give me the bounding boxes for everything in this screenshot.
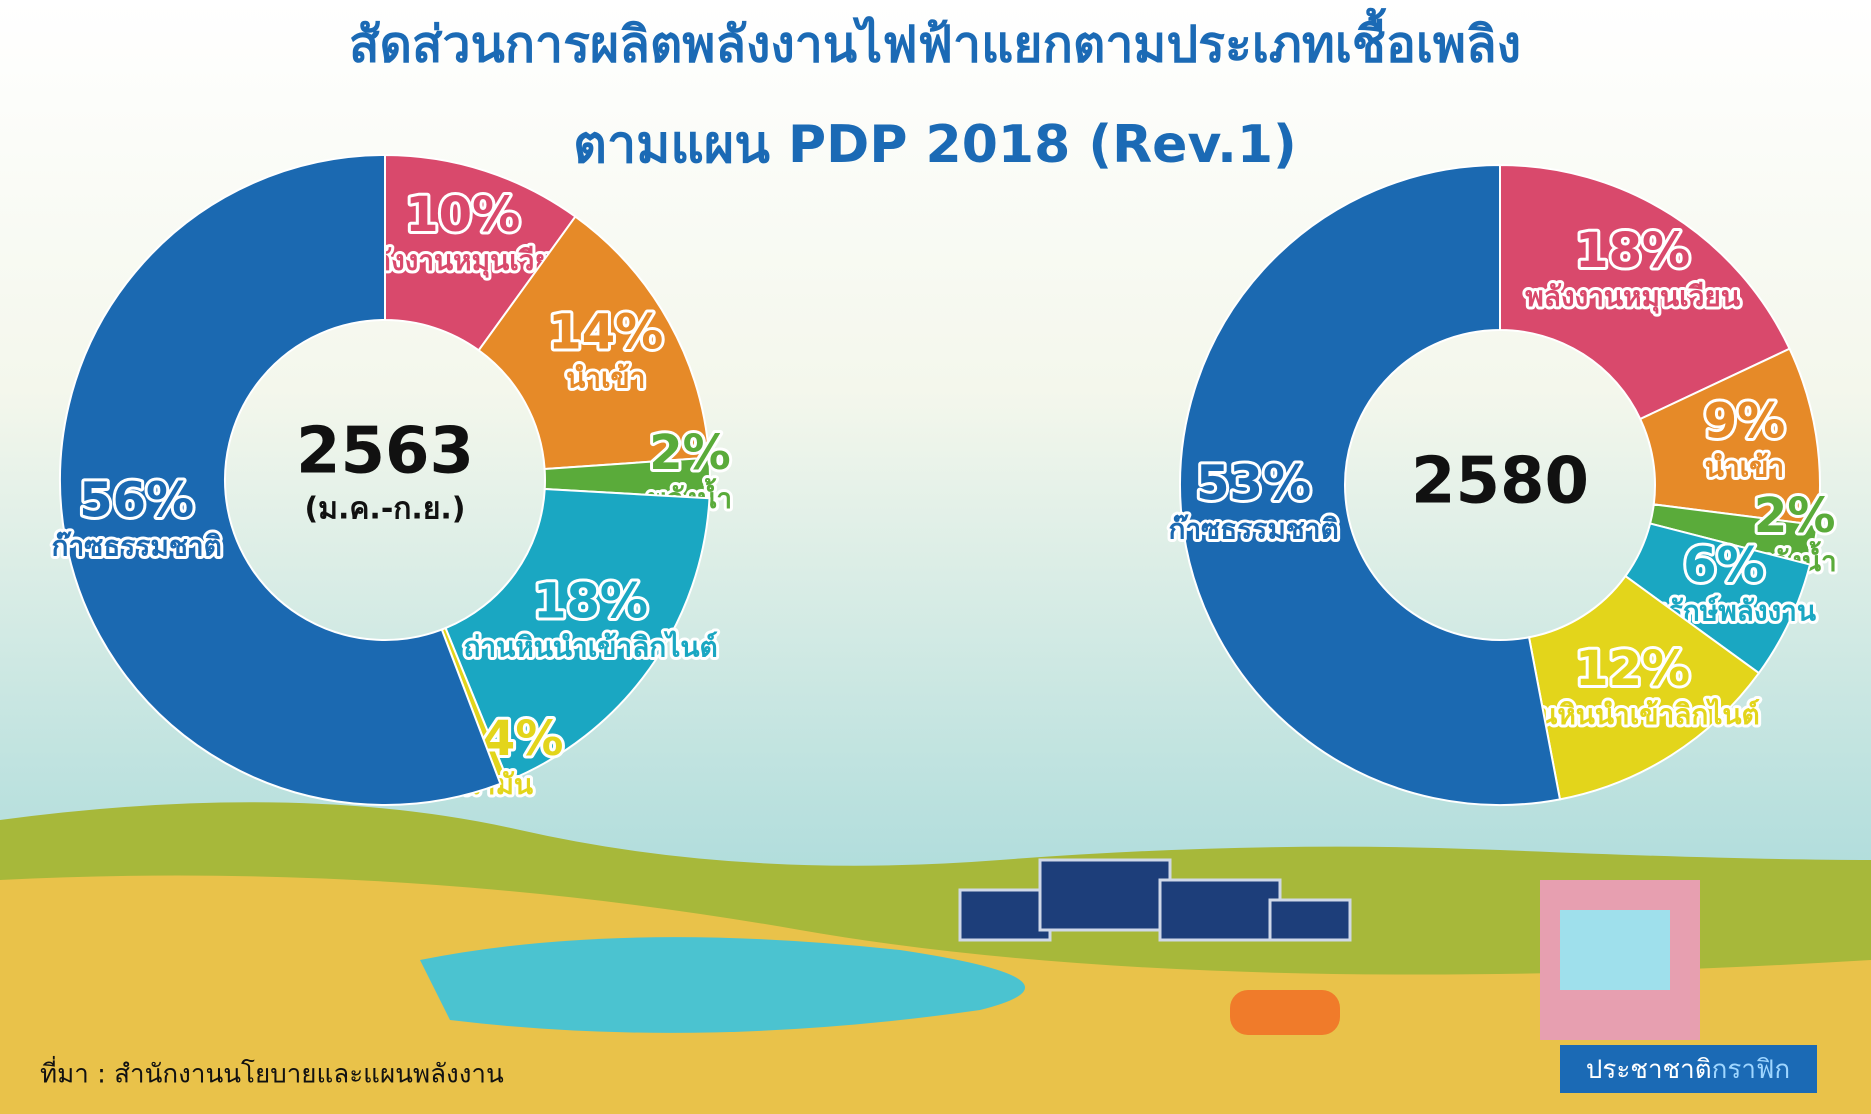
title: สัดส่วนการผลิตพลังงานไฟฟ้าแยกตามประเภทเช… xyxy=(349,8,1521,74)
slice xyxy=(444,487,711,783)
slice xyxy=(1527,574,1761,801)
value-label: 53% xyxy=(1196,455,1311,511)
value-label: 18% xyxy=(1575,223,1690,279)
brand-main: ประชาชาติ xyxy=(1586,1055,1712,1085)
brand-suffix: กราฟิก xyxy=(1712,1055,1790,1085)
value-label: 56% xyxy=(79,473,194,529)
source: ที่มา : สำนักงานนโยบายและแผนพลังงาน xyxy=(40,1056,504,1090)
value-label: 18% xyxy=(533,574,648,630)
category-label: ก๊าซธรรมชาติ xyxy=(52,530,222,563)
slice xyxy=(59,153,502,806)
category-label: ถ่านหินนำเข้าลิกไนต์ xyxy=(1506,698,1760,731)
value-label: 14% xyxy=(548,304,663,360)
value-label: 9% xyxy=(1704,393,1786,449)
charts: 10%พลังงานหมุนเวียน14%นำเข้า2%พลังน้ำ18%… xyxy=(49,153,1840,806)
center-label: 2580 xyxy=(1411,445,1589,519)
category-label: พลังงานหมุนเวียน xyxy=(1525,280,1740,314)
brand-box xyxy=(1560,1045,1817,1093)
value-label: 2% xyxy=(649,425,731,481)
value-label: 10% xyxy=(405,187,520,243)
value-label: 12% xyxy=(1575,641,1690,697)
category-label: ก๊าซธรรมชาติ xyxy=(1168,512,1338,545)
category-label: ถ่านหินนำเข้าลิกไนต์ xyxy=(463,631,717,664)
category-label: นำเข้า xyxy=(1705,450,1784,483)
solar-panels xyxy=(958,858,1352,942)
slice xyxy=(1499,163,1791,421)
value-label: 6% xyxy=(1683,537,1765,593)
value-label: 2% xyxy=(1754,488,1836,544)
station xyxy=(1230,880,1700,1040)
center-label: 2563 xyxy=(296,415,474,489)
slice xyxy=(477,215,711,471)
lake xyxy=(420,937,1025,1033)
brand: ประชาชาติกราฟิก xyxy=(1586,1055,1790,1085)
category-label: นำเข้า xyxy=(566,361,645,394)
subtitle: ตามแผน PDP 2018 (Rev.1) xyxy=(573,115,1297,175)
slice xyxy=(1178,163,1562,806)
center-sublabel: (ม.ค.-ก.ย.) xyxy=(304,492,465,527)
